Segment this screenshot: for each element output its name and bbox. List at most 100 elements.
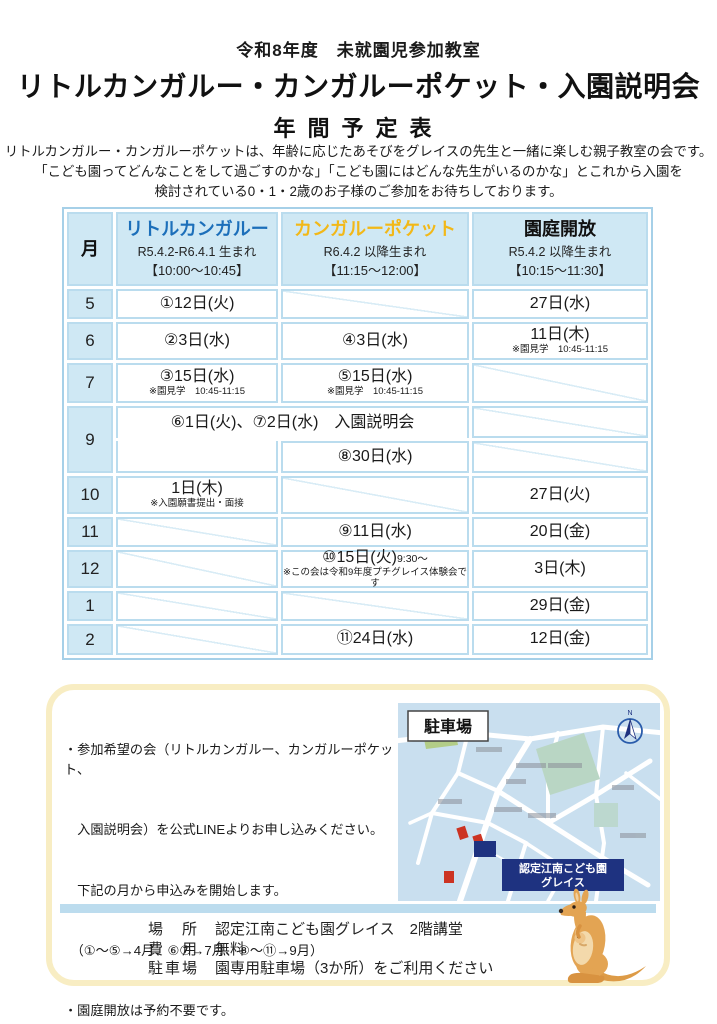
schedule-cell: ③15日(水) ※園見学 10:45-11:15 (116, 363, 278, 403)
parking-title-box (407, 710, 489, 742)
schedule-cell: 29日(金) (472, 591, 648, 621)
event-note: ※園見学 10:45-11:15 (512, 344, 608, 356)
divider-line (60, 904, 656, 913)
empty-cell (281, 289, 469, 319)
month-cell: 2 (67, 624, 113, 655)
empty-cell (472, 406, 648, 438)
month-cell: 12 (67, 550, 113, 588)
event-date: ①12日(火) (159, 294, 235, 312)
empty-cell (281, 591, 469, 621)
event-date: ⑤15日(水) (337, 368, 413, 386)
schedule-cell: ⑨11日(水) (281, 517, 469, 547)
empty-cell (472, 363, 648, 403)
kindergarten-building (474, 841, 496, 857)
info-value: 園専用駐車場（3か所）をご利用ください (215, 960, 494, 977)
schedule-cell: 3日(木) (472, 550, 648, 588)
kindergarten-label-box (502, 859, 624, 891)
info-row: 駐車場 園専用駐車場（3か所）をご利用ください (148, 959, 493, 979)
event-date: ⑨11日(水) (338, 522, 412, 540)
schedule-cell: 1日(木) ※入園願書提出・面接 (116, 476, 278, 514)
col-header-month: 月 (67, 212, 113, 286)
event-time-suffix: 9:30～ (396, 552, 428, 565)
event-date: ⑧30日(水) (337, 447, 413, 465)
page-title: リトルカンガルー・カンガルーポケット・入園説明会 (16, 71, 701, 102)
event-date: 27日(火) (529, 485, 591, 503)
compass-icon: N (617, 710, 643, 744)
info-box: ・参加希望の会（リトルカンガルー、カンガルーポケット、 入園説明会）を公式LIN… (46, 684, 670, 1018)
kangaroo-illustration (550, 888, 655, 993)
schedule-table: 月 リトルカンガルー R5.4.2-R6.4.1 生まれ 【10:00～10:4… (62, 207, 653, 660)
schedule-cell: ②3日(水) (116, 322, 278, 360)
intro-line: 「こども園ってどんなことをして過ごすのかな」「こども園にはどんな先生がいるのかな… (34, 164, 683, 180)
schedule-cell: ⑩15日(火)9:30～ ※この会は令和9年度プチグレイス体験会です (281, 548, 469, 589)
event-date: 11日(木) (530, 326, 590, 344)
kindergarten-label-line2: グレイス (541, 875, 585, 889)
month-cell: 10 (67, 476, 113, 514)
access-map: 認定江南こども園 グレイス 駐車場 N (391, 703, 667, 906)
event-date: ⑩15日(火)9:30～ (322, 548, 428, 566)
schedule-cell: 11日(木) ※園見学 10:45-11:15 (472, 322, 648, 360)
open-time: 【10:15～11:30】 (508, 263, 612, 279)
empty-cell (116, 550, 278, 588)
schedule-cell: ⑧30日(水) (281, 441, 469, 473)
month-cell: 1 (67, 591, 113, 621)
schedule-cell: ④3日(水) (281, 322, 469, 360)
little-time: 【10:00～10:45】 (144, 263, 250, 279)
parking-title-label: 駐車場 (424, 717, 472, 736)
info-row: 場 所 認定江南こども園グレイス 2階講堂 (148, 920, 493, 940)
info-label: 費 用 (148, 940, 200, 958)
note-line: ・園庭開放は予約不要です。 (64, 1002, 235, 1018)
note-line: ・参加希望の会（リトルカンガルー、カンガルーポケット、 (64, 742, 394, 778)
month-cell: 6 (67, 322, 113, 360)
open-born: R5.4.2 以降生まれ (508, 245, 612, 260)
event-note: ※この会は令和9年度プチグレイス体験会です (283, 567, 467, 589)
venue-info: 場 所 認定江南こども園グレイス 2階講堂 費 用 無料 駐車場 園専用駐車場（… (148, 920, 493, 979)
empty-cell (281, 476, 469, 514)
info-row: 費 用 無料 (148, 940, 493, 960)
schedule-cell: ⑤15日(水) ※園見学 10:45-11:15 (281, 363, 469, 403)
schedule-cell: ⑪24日(水) (281, 624, 469, 655)
event-date: 3日(木) (534, 559, 586, 577)
event-date: ⑪24日(水) (336, 630, 414, 648)
notes-list: ・参加希望の会（リトルカンガルー、カンガルーポケット、 入園説明会）を公式LIN… (64, 700, 400, 1024)
kangaroo-eye (572, 905, 576, 909)
month-cell: 9 (67, 406, 113, 473)
info-label: 場 所 (148, 921, 200, 938)
schedule-cell: 27日(火) (472, 476, 648, 514)
map-green-area (594, 803, 618, 827)
intro-line: リトルカンガルー・カンガルーポケットは、年齢に応じたあそびをグレイスの先生と一緒… (4, 144, 713, 159)
note-line: （①～⑤→4月、⑥⑦→7月、⑧～⑪→9月） (64, 942, 324, 958)
schedule-cell: 12日(金) (472, 624, 648, 655)
page-title-2: 年間予定表 (273, 116, 444, 141)
event-date: ⑥1日(火)、⑦2日(水) 入園説明会 (170, 413, 415, 431)
empty-cell (472, 441, 648, 473)
event-note: ※入園願書提出・面接 (150, 498, 244, 510)
open-title: 園庭開放 (524, 218, 596, 239)
col-header-little-kangaroo: リトルカンガルー R5.4.2-R6.4.1 生まれ 【10:00～10:45】 (116, 212, 278, 286)
schedule-cell: 20日(金) (472, 517, 648, 547)
col-header-kangaroo-pocket: カンガルーポケット R6.4.2 以降生まれ 【11:15～12:00】 (281, 212, 469, 286)
month-header-label: 月 (81, 238, 99, 259)
event-note: ※園見学 10:45-11:15 (149, 386, 245, 398)
event-date: 1日(木) (171, 480, 223, 498)
little-born: R5.4.2-R6.4.1 生まれ (137, 245, 257, 260)
pocket-title: カンガルーポケット (294, 218, 456, 239)
event-date: 20日(金) (529, 522, 591, 540)
event-date: ②3日(水) (164, 331, 230, 349)
schedule-cell (116, 441, 278, 473)
intro-line: 検討されている0・1・2歳のお子様のご参加をお待ちしております。 (154, 184, 563, 200)
pocket-born: R6.4.2 以降生まれ (323, 245, 427, 260)
title-block: 令和8年度 未就園児参加教室 リトルカンガルー・カンガルーポケット・入園説明会 … (0, 36, 717, 143)
note-line: 入園説明会）を公式LINEよりお申し込みください。 (64, 822, 384, 838)
event-date: ④3日(水) (342, 331, 408, 349)
parking-marker (456, 825, 469, 840)
little-title: リトルカンガルー (125, 218, 269, 239)
info-value: 認定江南こども園グレイス 2階講堂 (215, 921, 463, 938)
month-cell: 7 (67, 363, 113, 403)
schedule-cell-merged: ⑥1日(火)、⑦2日(水) 入園説明会 (116, 406, 469, 438)
svg-text:N: N (627, 710, 632, 717)
kangaroo-nose (558, 908, 564, 914)
parking-marker (444, 871, 454, 883)
schedule-cell: ①12日(火) (116, 289, 278, 319)
